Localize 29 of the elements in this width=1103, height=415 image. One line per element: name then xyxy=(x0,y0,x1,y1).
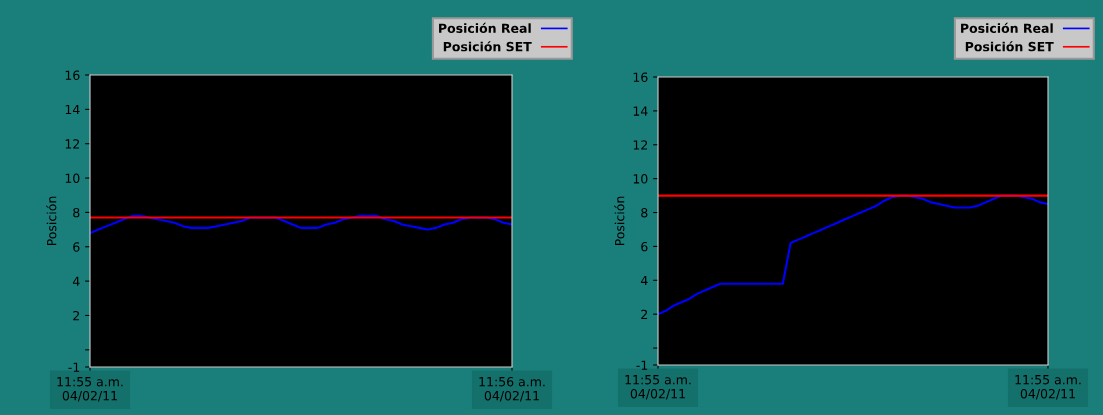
y-tick-label: 12 xyxy=(65,139,80,149)
y-tick-label: 6 xyxy=(73,242,80,252)
legend-label: Posición SET xyxy=(965,41,1054,52)
y-tick-label: 10 xyxy=(65,173,80,183)
y-tick-label: 16 xyxy=(633,72,648,82)
y-tick-label: 2 xyxy=(641,309,648,319)
line-series xyxy=(658,194,1048,316)
x-tick-label: 11:56 a.m. 04/02/11 xyxy=(479,376,545,402)
y-axis-title: Posición xyxy=(614,196,625,246)
y-tick-label: 6 xyxy=(641,241,648,252)
y-tick-label: 4 xyxy=(640,275,648,286)
y-tick-label: 14 xyxy=(65,104,80,115)
x-tick-label: 11:55 a.m. 04/02/11 xyxy=(625,375,691,400)
y-tick-label: 16 xyxy=(65,70,80,80)
y-tick-label: 8 xyxy=(641,208,648,218)
y-tick-label: 2 xyxy=(73,310,80,321)
legend-label: Posición Real xyxy=(961,22,1053,33)
y-tick-label: 12 xyxy=(633,140,648,150)
legend-label: Posición Real xyxy=(439,22,531,33)
y-tick-label: 8 xyxy=(73,207,80,218)
x-tick-label: 11:55 a.m. 04/02/11 xyxy=(1015,375,1081,400)
y-axis-title: Posición xyxy=(46,196,57,246)
legend-label: Posición SET xyxy=(443,41,532,52)
x-tick-label: 11:55 a.m. 04/02/11 xyxy=(57,377,123,402)
y-tick-label: -1 xyxy=(68,362,80,372)
y-tick-label: 14 xyxy=(633,106,648,116)
y-tick-label: 4 xyxy=(72,276,80,286)
y-tick-label: -1 xyxy=(636,360,648,370)
y-tick-label: 10 xyxy=(633,174,648,184)
